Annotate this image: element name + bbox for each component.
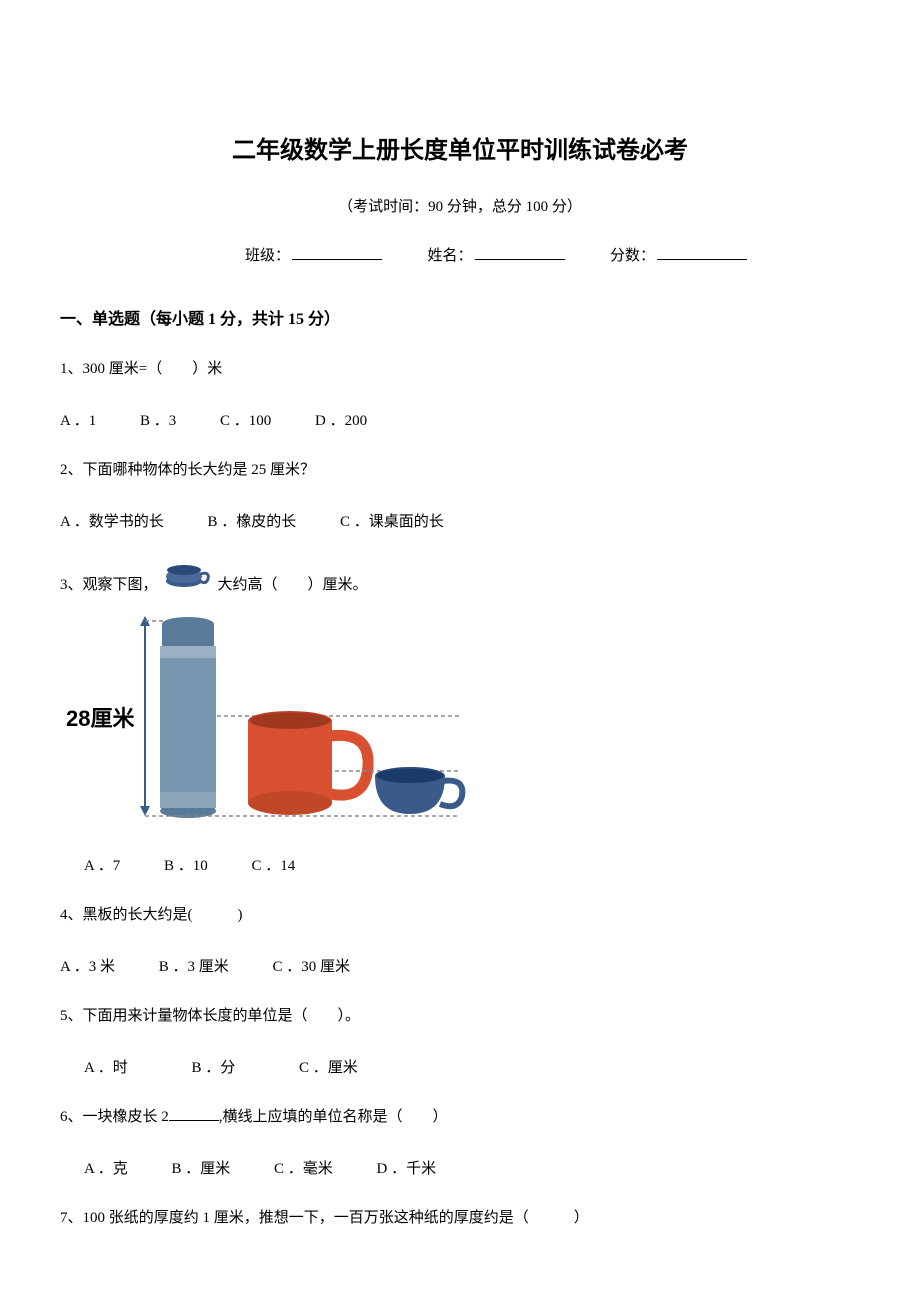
q6-blank xyxy=(169,1120,219,1121)
class-blank xyxy=(292,259,382,260)
q3-text: 3、观察下图， 大约高（ ）厘米。 xyxy=(60,559,860,594)
q2-opt-b: B ．橡皮的长 xyxy=(208,514,297,530)
q1-opt-b: B ．3 xyxy=(140,413,176,429)
q6-opt-c: C ．毫米 xyxy=(274,1161,333,1177)
q6-opt-d: D ．千米 xyxy=(377,1161,437,1177)
q4-opt-c: C ．30 厘米 xyxy=(273,959,351,975)
score-label: 分数： xyxy=(610,248,655,264)
q1-opt-c: C ．100 xyxy=(220,413,271,429)
q6-text: 6、一块橡皮长 2 ,横线上应填的单位名称是（ ） xyxy=(60,1105,860,1129)
q2-opt-a: A ．数学书的长 xyxy=(60,514,164,530)
q5-text: 5、下面用来计量物体长度的单位是（ ）。 xyxy=(60,1004,860,1028)
name-label: 姓名： xyxy=(427,248,472,264)
q4-opt-b: B ．3 厘米 xyxy=(159,959,229,975)
q5-options: A ．时 B ．分 C ．厘米 xyxy=(60,1056,860,1077)
q2-text: 2、下面哪种物体的长大约是 25 厘米？ xyxy=(60,458,860,482)
q2-opt-c: C ．课桌面的长 xyxy=(340,514,444,530)
score-blank xyxy=(657,259,747,260)
q6-options: A ．克 B ．厘米 C ．毫米 D ．千米 xyxy=(60,1157,860,1178)
q3-opt-b: B ．10 xyxy=(164,858,208,874)
q1-options: A ．1 B ．3 C ．100 D ．200 xyxy=(60,409,860,430)
section-1-header: 一、单选题（每小题 1 分，共计 15 分） xyxy=(60,305,860,329)
q6-prefix: 6、一块橡皮长 2 xyxy=(60,1109,169,1125)
class-label: 班级： xyxy=(245,248,290,264)
q5-opt-b: B ．分 xyxy=(192,1060,236,1076)
q4-opt-a: A ．3 米 xyxy=(60,959,115,975)
q1-text: 1、300 厘米=（ ）米 xyxy=(60,357,860,381)
q3-opt-a: A ．7 xyxy=(84,858,120,874)
q3-suffix: 大约高（ ）厘米。 xyxy=(218,573,368,594)
exam-subtitle: （考试时间：90 分钟，总分 100 分） xyxy=(60,195,860,216)
q6-suffix: ,横线上应填的单位名称是（ ） xyxy=(219,1109,448,1125)
q2-options: A ．数学书的长 B ．橡皮的长 C ．课桌面的长 xyxy=(60,510,860,531)
q3-options: A ．7 B ．10 C ．14 xyxy=(60,854,860,875)
q1-opt-d: D ．200 xyxy=(315,413,367,429)
thermos-label: 28厘米 xyxy=(66,706,135,731)
q3-diagram: 28厘米 xyxy=(60,606,860,836)
q5-opt-a: A ．时 xyxy=(84,1060,128,1076)
q6-opt-b: B ．厘米 xyxy=(172,1161,231,1177)
q4-options: A ．3 米 B ．3 厘米 C ．30 厘米 xyxy=(60,955,860,976)
q3-prefix: 3、观察下图， xyxy=(60,573,158,594)
q5-opt-c: C ．厘米 xyxy=(299,1060,358,1076)
inline-cup-icon xyxy=(164,559,212,594)
page-title: 二年级数学上册长度单位平时训练试卷必考 xyxy=(60,130,860,165)
q3-opt-c: C ．14 xyxy=(252,858,296,874)
q6-opt-a: A ．克 xyxy=(84,1161,128,1177)
q7-text: 7、100 张纸的厚度约 1 厘米，推想一下，一百万张这种纸的厚度约是（ ） xyxy=(60,1206,860,1230)
q1-opt-a: A ．1 xyxy=(60,413,96,429)
q4-text: 4、黑板的长大约是( ) xyxy=(60,903,860,927)
info-line: 班级： 姓名： 分数： xyxy=(60,244,860,265)
name-blank xyxy=(475,259,565,260)
